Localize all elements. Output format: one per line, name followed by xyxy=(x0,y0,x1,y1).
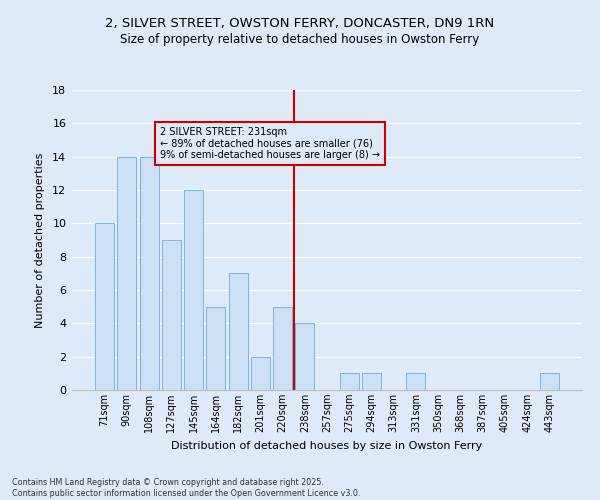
Bar xyxy=(273,306,292,390)
Text: Size of property relative to detached houses in Owston Ferry: Size of property relative to detached ho… xyxy=(121,32,479,46)
X-axis label: Distribution of detached houses by size in Owston Ferry: Distribution of detached houses by size … xyxy=(172,440,482,450)
Bar xyxy=(162,240,181,390)
Bar xyxy=(362,374,381,390)
Bar xyxy=(340,374,359,390)
Bar xyxy=(251,356,270,390)
Bar xyxy=(406,374,425,390)
Bar xyxy=(140,156,158,390)
Y-axis label: Number of detached properties: Number of detached properties xyxy=(35,152,46,328)
Bar xyxy=(184,190,203,390)
Text: 2, SILVER STREET, OWSTON FERRY, DONCASTER, DN9 1RN: 2, SILVER STREET, OWSTON FERRY, DONCASTE… xyxy=(106,18,494,30)
Bar xyxy=(295,324,314,390)
Bar xyxy=(206,306,225,390)
Text: 2 SILVER STREET: 231sqm
← 89% of detached houses are smaller (76)
9% of semi-det: 2 SILVER STREET: 231sqm ← 89% of detache… xyxy=(160,126,380,160)
Bar xyxy=(95,224,114,390)
Bar xyxy=(229,274,248,390)
Text: Contains HM Land Registry data © Crown copyright and database right 2025.
Contai: Contains HM Land Registry data © Crown c… xyxy=(12,478,361,498)
Bar xyxy=(118,156,136,390)
Bar xyxy=(540,374,559,390)
